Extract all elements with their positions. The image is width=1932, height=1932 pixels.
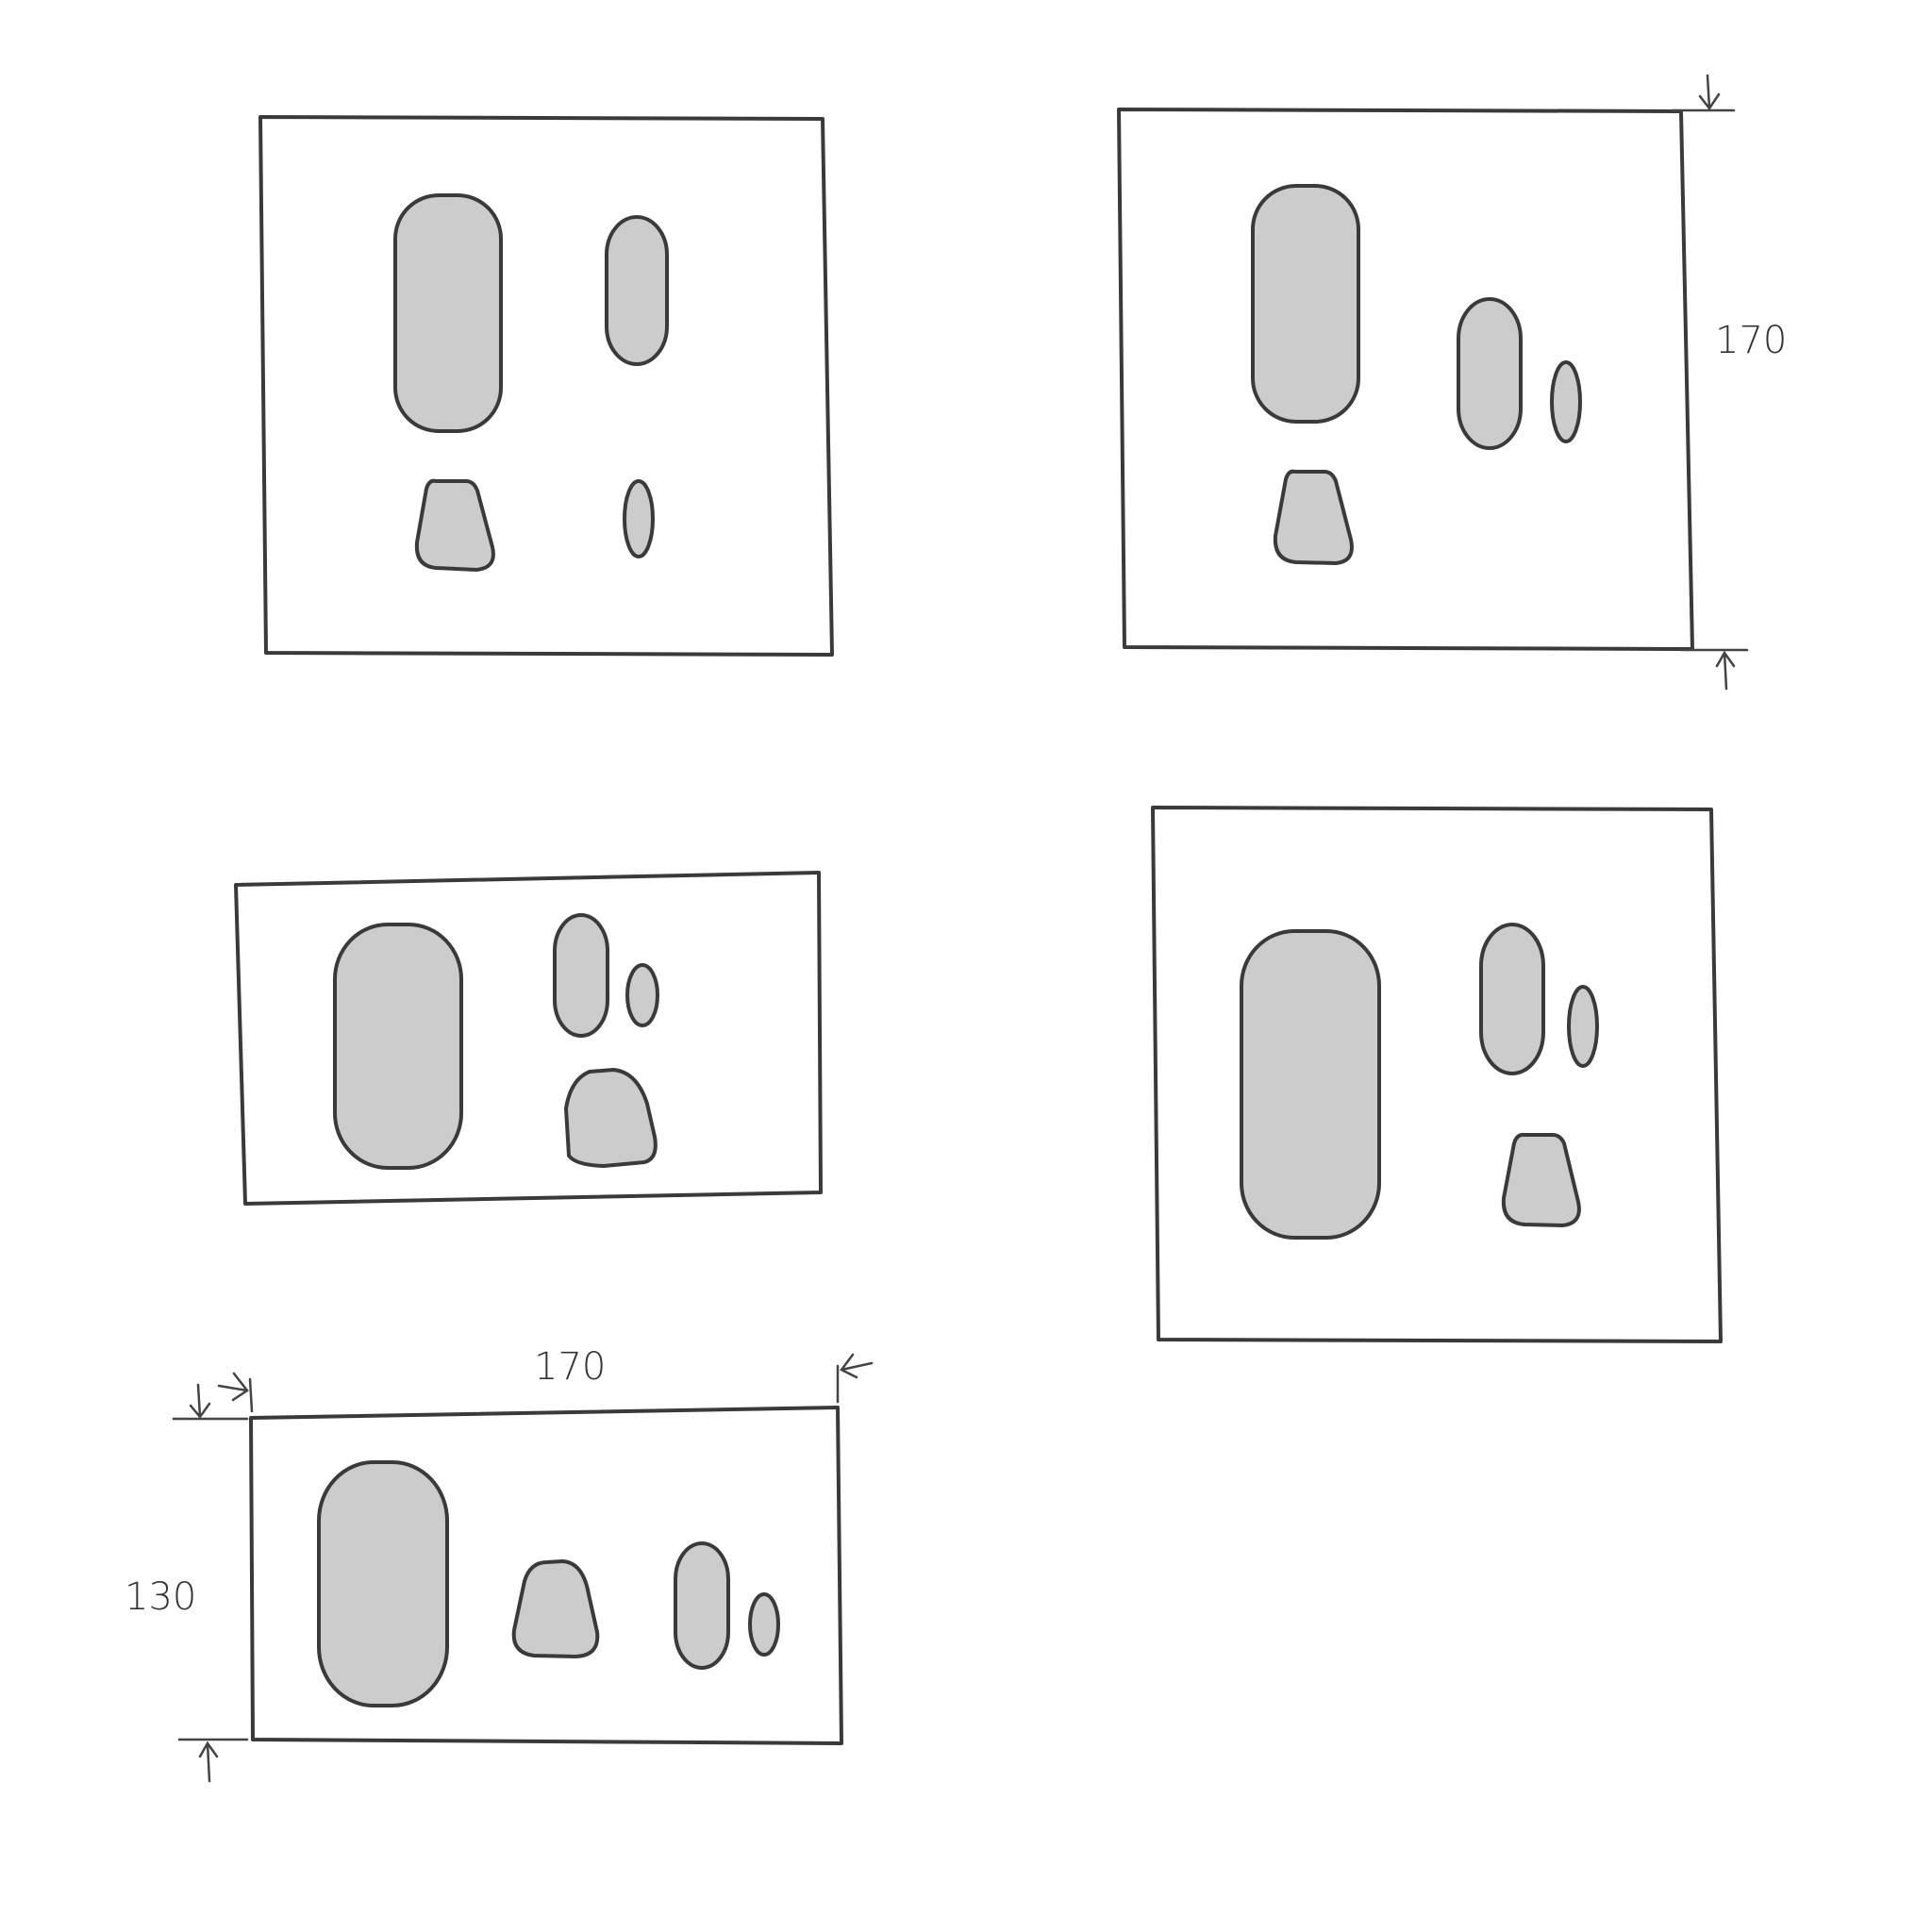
height-dimension-b: 170 <box>1670 74 1787 691</box>
sketch-layout-d <box>1151 806 1723 1343</box>
tall-rounded-rect-a <box>393 193 503 433</box>
medium-oval-e <box>674 1541 730 1670</box>
height-dimension-e: 130 <box>125 1383 249 1783</box>
frame-d <box>1151 806 1723 1343</box>
medium-oval-b <box>1457 297 1523 450</box>
arrow-down-icon <box>189 1383 211 1420</box>
trapezoid-c <box>563 1067 658 1169</box>
trapezoid-a <box>414 478 495 573</box>
small-oval-d <box>1567 985 1599 1068</box>
arrow-down-icon <box>1698 74 1721 111</box>
small-oval-c <box>625 963 659 1027</box>
frame-a <box>258 115 834 657</box>
dimension-tick-left-e <box>248 1377 254 1413</box>
small-oval-a <box>623 479 655 558</box>
sketch-layout-c <box>234 871 823 1206</box>
tall-rounded-rect-c <box>333 923 463 1170</box>
tall-rounded-rect-e <box>317 1460 449 1707</box>
frame-c <box>234 871 823 1206</box>
sketch-layout-b: 170 <box>1117 74 1787 691</box>
frame-b <box>1117 108 1694 651</box>
medium-oval-a <box>605 215 669 366</box>
trapezoid-d <box>1501 1132 1581 1228</box>
arrow-right-icon <box>217 1372 249 1402</box>
small-oval-b <box>1550 360 1582 443</box>
arrow-up-icon <box>198 1740 219 1783</box>
tall-rounded-rect-b <box>1251 184 1360 424</box>
height-label-b: 170 <box>1715 319 1787 362</box>
arrow-up-icon <box>1715 650 1736 691</box>
tall-rounded-rect-d <box>1240 929 1381 1240</box>
arrow-left-icon <box>840 1353 874 1379</box>
medium-oval-d <box>1479 923 1545 1075</box>
height-label-e: 130 <box>125 1575 196 1619</box>
trapezoid-b <box>1273 469 1354 566</box>
sketch-layout-a <box>258 115 834 657</box>
sketch-layout-e: 170 130 <box>125 1345 874 1783</box>
frame-e <box>249 1406 843 1745</box>
width-label-e: 170 <box>534 1345 606 1389</box>
trapezoid-e <box>511 1558 600 1659</box>
width-dimension-e: 170 <box>217 1345 874 1413</box>
medium-oval-c <box>553 913 609 1038</box>
small-oval-e <box>748 1592 780 1657</box>
